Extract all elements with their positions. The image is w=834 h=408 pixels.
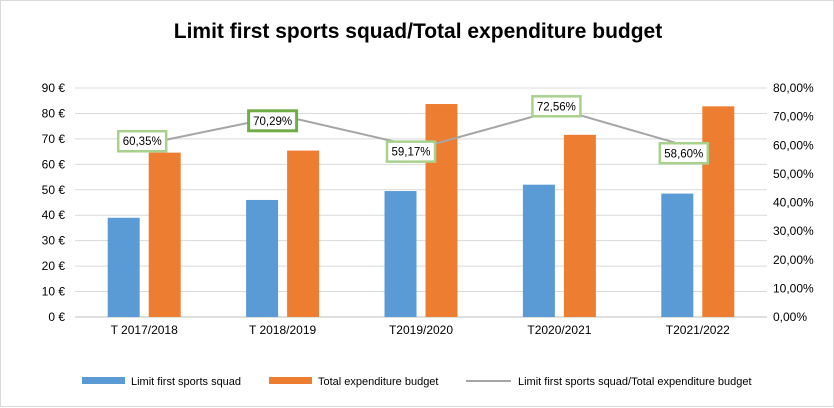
bar: [384, 191, 417, 317]
category-label: T2019/2020: [389, 323, 453, 337]
right-axis: 0,00% 10,00% 20,00% 30,00% 40,00% 50,00% 60,00…: [773, 81, 814, 324]
left-tick-label: 0 €: [48, 310, 65, 324]
bar: [522, 184, 555, 317]
left-tick-label: 80 €: [42, 106, 66, 120]
category-label: T 2017/2018: [111, 323, 178, 337]
gridlines: [75, 87, 767, 318]
x-axis: T 2017/2018 T 2018/2019 T2019/2020 T2020/20…: [111, 323, 731, 337]
left-tick-label: 40 €: [42, 208, 66, 222]
left-tick-label: 10 €: [42, 285, 66, 299]
bar: [661, 193, 694, 317]
legend-label-budget: Total expenditure budget: [318, 376, 438, 388]
left-axis: 0 € 10 € 20 € 30 € 40 € 50 € 60 € 70 € 80 € 90 €: [42, 81, 66, 324]
data-label-box: [247, 109, 299, 133]
data-labels: 60,35% 70,29% 59,17% 72,56% 58,60%: [116, 95, 710, 165]
left-tick-label: 70 €: [42, 132, 66, 146]
category-label: T2021/2022: [666, 323, 730, 337]
right-tick-label: 60,00%: [773, 138, 814, 152]
legend-label-ratio: Limit first sports squad/Total expenditu…: [518, 376, 752, 388]
left-tick-label: 60 €: [42, 157, 66, 171]
bar: [563, 134, 596, 317]
right-tick-label: 10,00%: [773, 281, 814, 295]
left-tick-label: 50 €: [42, 183, 66, 197]
left-tick-label: 30 €: [42, 234, 66, 248]
category-label: T 2018/2019: [249, 323, 316, 337]
data-label-box: [116, 129, 168, 153]
data-label: 60,35%: [123, 136, 162, 148]
bar: [148, 152, 181, 317]
bar: [702, 106, 735, 317]
data-label-box: [658, 142, 710, 165]
right-tick-label: 50,00%: [773, 167, 814, 181]
legend: Limit first sports squad Total expenditu…: [82, 376, 752, 388]
data-label-box: [385, 140, 437, 163]
right-tick-label: 80,00%: [773, 81, 814, 95]
left-tick-label: 90 €: [42, 81, 66, 95]
bar: [246, 199, 279, 317]
right-tick-label: 40,00%: [773, 196, 814, 210]
data-label: 72,56%: [537, 101, 576, 113]
bar: [107, 217, 140, 317]
bars: [107, 104, 735, 317]
right-tick-label: 30,00%: [773, 224, 814, 238]
data-label: 70,29%: [253, 116, 292, 128]
data-label-box: [531, 95, 582, 118]
data-label: 59,17%: [391, 147, 430, 159]
bar: [287, 150, 320, 317]
data-label: 58,60%: [664, 148, 703, 160]
right-tick-label: 70,00%: [773, 110, 814, 124]
right-tick-label: 20,00%: [773, 253, 814, 267]
legend-swatch-budget: [269, 377, 312, 384]
bar: [425, 104, 458, 317]
right-tick-label: 0,00%: [773, 310, 807, 324]
legend-label-squad: Limit first sports squad: [131, 376, 241, 388]
left-tick-label: 20 €: [42, 259, 66, 273]
category-label: T2020/2021: [527, 323, 591, 337]
chart-title: Limit first sports squad/Total expenditu…: [174, 20, 662, 43]
legend-swatch-squad: [82, 377, 125, 384]
